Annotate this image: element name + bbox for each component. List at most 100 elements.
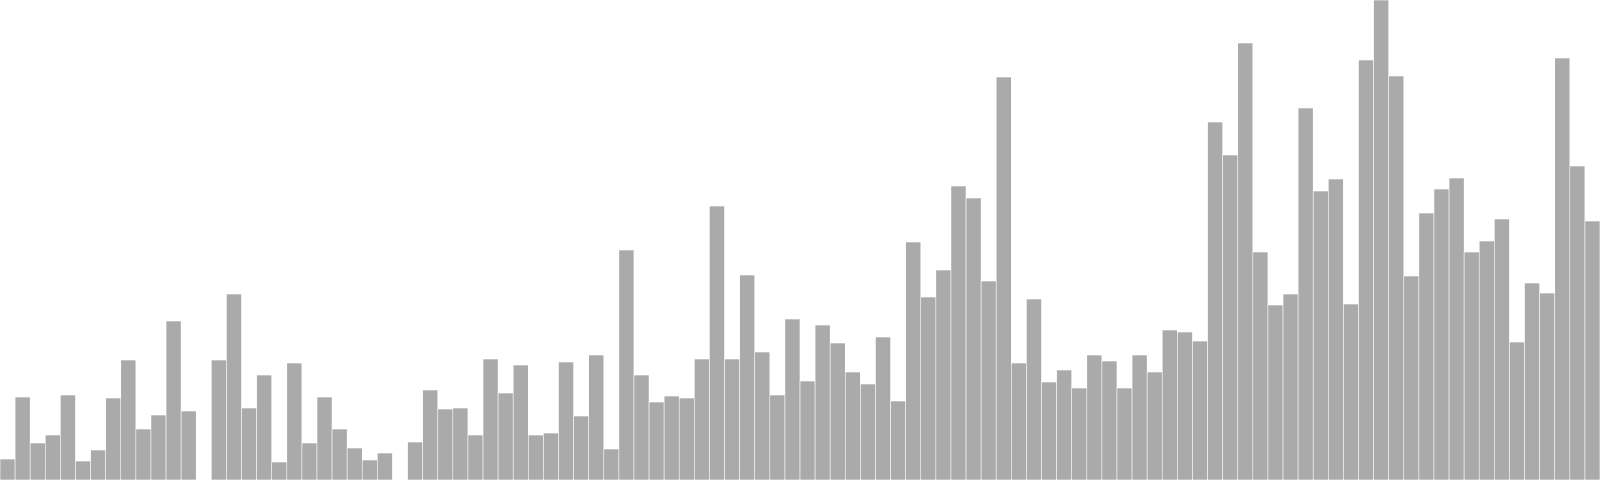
bar-71 [1071,387,1088,480]
bar-103 [1554,57,1571,480]
bar-92 [1388,75,1405,480]
bar-12 [180,410,197,480]
bar-79 [1192,340,1208,480]
bar-24 [361,459,378,480]
bar-80 [1207,121,1223,480]
bar-7 [105,397,122,480]
bar-58 [875,336,891,480]
bar-81 [1222,154,1239,480]
bar-23 [346,447,363,480]
bar-76 [1146,371,1163,480]
bar-42 [633,374,650,480]
bar-30 [452,407,469,480]
bar-32 [482,358,499,480]
bar-52 [784,318,801,480]
bar-19 [286,362,303,480]
bar-15 [226,293,242,480]
bar-67 [1011,362,1027,480]
bar-22 [331,428,348,480]
bar-102 [1539,292,1556,480]
bar-62 [935,269,952,480]
bar-48 [724,358,740,480]
bar-57 [860,383,876,480]
bar-82 [1237,42,1254,480]
bar-16 [241,407,257,480]
bar-77 [1161,329,1178,480]
bar-88 [1328,178,1344,480]
bar-90 [1358,59,1374,480]
bar-4 [60,394,76,480]
bar-27 [407,441,423,480]
bar-98 [1478,240,1495,480]
bar-100 [1509,341,1525,480]
bar-43 [648,401,665,480]
bar-46 [694,358,710,480]
bar-95 [1433,188,1450,480]
bar-1 [14,396,31,480]
bar-28 [422,389,439,480]
bar-89 [1343,303,1359,480]
bar-83 [1252,251,1269,480]
bar-74 [1116,387,1133,480]
bar-45 [678,397,695,480]
bar-64 [965,197,982,480]
bar-73 [1101,360,1118,480]
bar-9 [135,428,152,480]
bar-31 [467,434,484,480]
bar-34 [512,364,529,480]
bar-69 [1041,381,1057,480]
bar-14 [211,359,227,480]
bar-99 [1494,218,1510,480]
bar-63 [950,185,967,480]
bar-21 [316,396,333,480]
bar-0 [0,458,16,480]
bar-66 [995,76,1012,480]
bar-50 [754,351,771,480]
bar-17 [256,374,272,480]
bar-36 [543,432,559,480]
bar-78 [1177,331,1193,480]
bar-38 [573,415,589,480]
bar-59 [890,400,906,480]
bar-51 [769,394,786,480]
bar-41 [618,249,635,480]
bar-37 [558,361,574,480]
bar-18 [271,461,288,480]
bar-60 [905,241,922,480]
bar-85 [1282,293,1299,480]
bar-8 [120,359,137,480]
bar-75 [1131,354,1148,480]
bar-84 [1267,304,1284,480]
bar-44 [663,395,680,480]
bar-104 [1569,165,1586,480]
bar-86 [1297,107,1314,480]
bar-56 [844,371,861,480]
bar-47 [709,205,725,480]
bar-49 [739,274,756,480]
bar-5 [75,460,91,480]
bar-54 [814,324,831,480]
bar-94 [1418,212,1435,480]
bar-33 [497,392,514,480]
bar-35 [527,434,544,480]
bar-6 [90,449,106,480]
bar-29 [437,408,454,480]
bar-40 [603,448,620,480]
bar-70 [1056,369,1072,480]
bar-68 [1026,298,1042,480]
bar-105 [1584,220,1600,480]
bar-87 [1312,190,1329,480]
bar-20 [301,442,318,480]
bar-65 [980,280,997,480]
bar-101 [1524,282,1540,480]
bar-72 [1086,354,1103,480]
bar-61 [920,296,937,480]
bar-55 [829,342,846,480]
bar-53 [799,380,816,480]
bar-10 [150,414,167,480]
bar-97 [1463,251,1480,480]
bar-2 [29,442,46,480]
